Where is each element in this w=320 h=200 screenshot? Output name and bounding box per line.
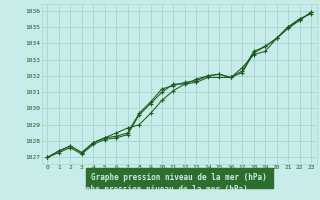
Text: Graphe pression niveau de la mer (hPa): Graphe pression niveau de la mer (hPa) — [72, 186, 248, 194]
X-axis label: Graphe pression niveau de la mer (hPa): Graphe pression niveau de la mer (hPa) — [91, 173, 267, 182]
